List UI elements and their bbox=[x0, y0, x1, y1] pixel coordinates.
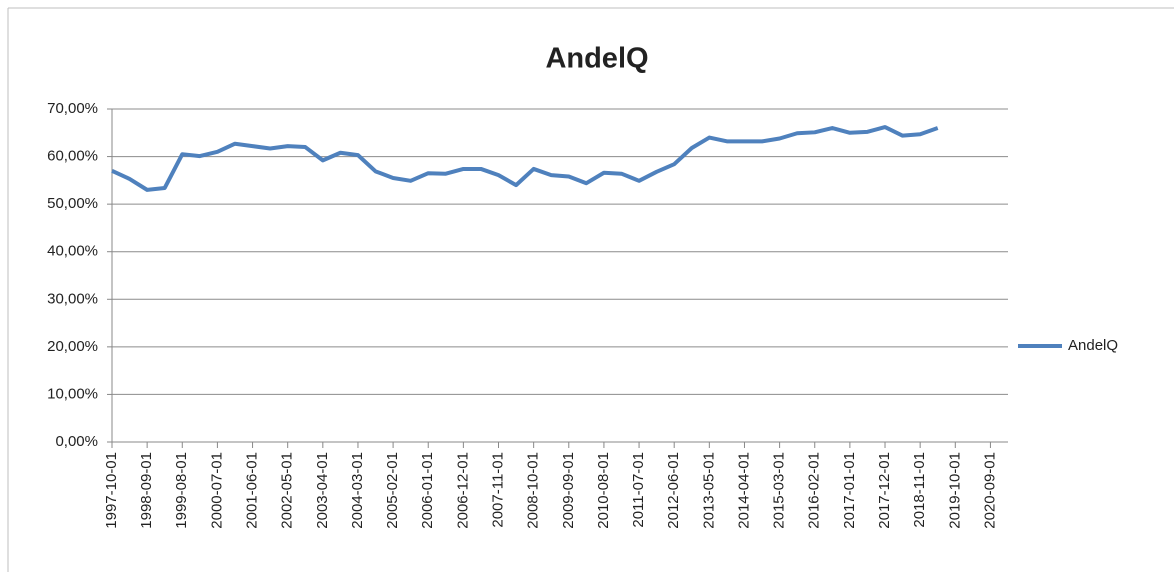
x-tick-label: 2007-11-01 bbox=[489, 452, 506, 528]
x-tick-label: 1997-10-01 bbox=[103, 452, 120, 529]
x-tick-label: 2010-08-01 bbox=[595, 452, 612, 529]
x-tick-label: 2006-01-01 bbox=[419, 452, 436, 529]
x-tick-label: 2014-04-01 bbox=[735, 452, 752, 529]
x-tick-label: 2009-09-01 bbox=[560, 452, 577, 529]
data-line bbox=[111, 125, 939, 192]
y-tick-label: 0,00% bbox=[55, 433, 98, 450]
y-tick-label: 70,00% bbox=[47, 100, 98, 117]
x-tick-label: 2001-06-01 bbox=[244, 452, 261, 529]
x-tick-label: 1999-08-01 bbox=[173, 452, 190, 529]
x-tick-label: 2017-12-01 bbox=[876, 452, 893, 529]
y-tick-label: 20,00% bbox=[47, 338, 98, 355]
y-tick-label: 10,00% bbox=[47, 385, 98, 402]
y-tick-label: 60,00% bbox=[47, 148, 98, 165]
x-tick-label: 2003-04-01 bbox=[314, 452, 331, 529]
x-tick-label: 2016-02-01 bbox=[806, 452, 823, 529]
x-tick-label: 2017-01-01 bbox=[841, 452, 858, 529]
x-tick-label: 2004-03-01 bbox=[349, 452, 366, 529]
x-tick-label: 2005-02-01 bbox=[384, 452, 401, 529]
legend-label: AndelQ bbox=[1068, 337, 1118, 354]
x-tick-label: 2013-05-01 bbox=[700, 452, 717, 529]
x-tick-label: 2006-12-01 bbox=[454, 452, 471, 529]
chart-title: AndelQ bbox=[545, 43, 648, 75]
x-tick-label: 2015-03-01 bbox=[771, 452, 788, 529]
x-tick-label: 1998-09-01 bbox=[138, 452, 155, 529]
x-tick-label: 2019-10-01 bbox=[946, 452, 963, 529]
x-tick-label: 2008-10-01 bbox=[525, 452, 542, 529]
y-tick-label: 30,00% bbox=[47, 290, 98, 307]
x-tick-label: 2011-07-01 bbox=[630, 452, 647, 528]
y-tick-label: 40,00% bbox=[47, 243, 98, 260]
x-tick-label: 2018-11-01 bbox=[911, 452, 928, 528]
x-tick-label: 2012-06-01 bbox=[665, 452, 682, 529]
x-tick-label: 2000-07-01 bbox=[208, 452, 225, 529]
y-tick-label: 50,00% bbox=[47, 195, 98, 212]
x-tick-label: 2002-05-01 bbox=[279, 452, 296, 529]
x-tick-label: 2020-09-01 bbox=[981, 452, 998, 529]
